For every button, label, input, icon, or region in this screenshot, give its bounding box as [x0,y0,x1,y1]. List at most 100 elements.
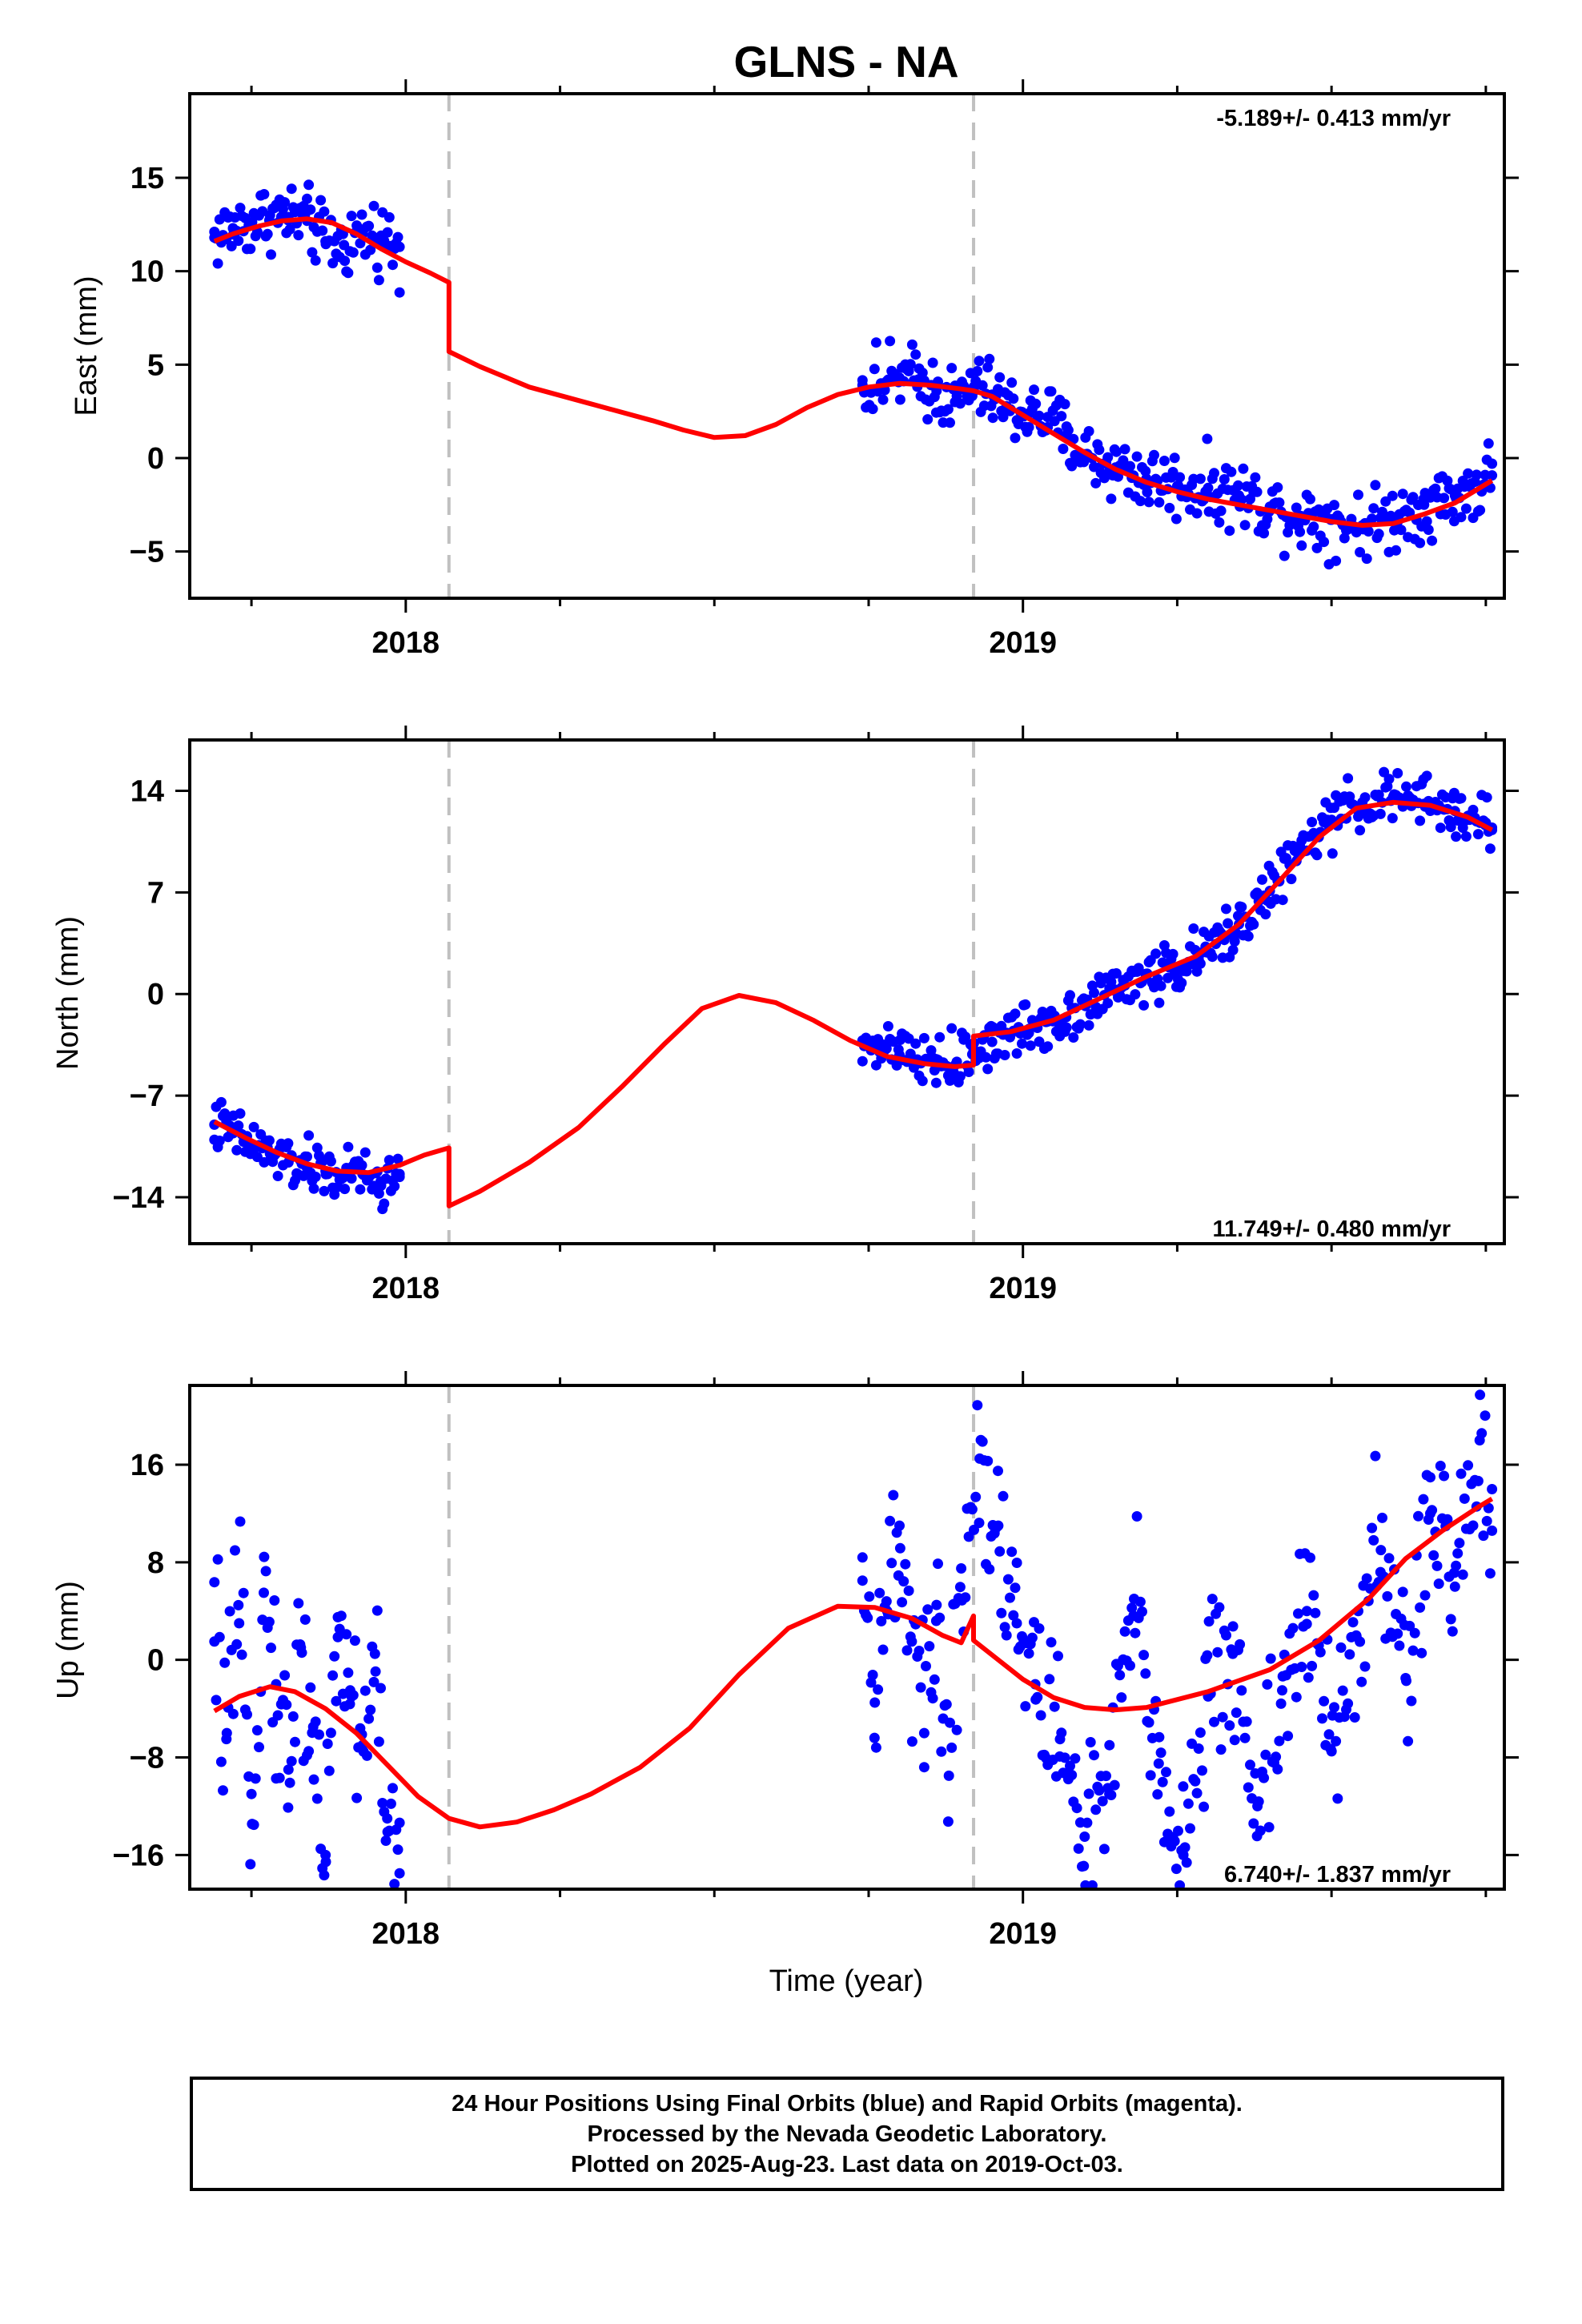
north-data-point [383,1155,395,1166]
north-data-point [379,1198,390,1209]
east-data-point [910,349,921,360]
east-data-point [1373,529,1384,540]
east-data-point [1023,422,1034,432]
up-data-point [913,1646,925,1656]
up-data-point [299,1614,311,1625]
up-data-point [259,1551,270,1562]
north-ytick-label: −7 [130,1080,164,1113]
up-data-point [1329,1702,1339,1713]
rate-label-east: -5.189+/- 0.413 mm/yr [1216,106,1451,131]
east-data-point [373,275,384,286]
up-data-point [394,1868,405,1879]
east-data-point [368,200,379,211]
up-data-point [1367,1522,1378,1534]
up-data-point [319,1870,330,1881]
north-data-point [233,1120,244,1132]
east-data-point [1058,444,1069,454]
east-data-point [1131,451,1142,462]
east-data-point [1008,393,1019,404]
up-data-point [1193,1743,1204,1754]
east-ytick-label: 15 [130,162,164,195]
up-data-point [1487,1525,1498,1536]
east-data-point [894,372,905,384]
up-data-point [1392,1628,1403,1639]
north-data-point [1110,968,1122,979]
up-data-point [934,1612,946,1623]
up-data-point [1044,1674,1055,1685]
up-data-point [1475,1389,1486,1401]
up-data-point [918,1727,930,1739]
up-ytick-label: 16 [130,1449,164,1482]
north-ytick-label: 14 [130,774,164,808]
up-data-point [1214,1602,1225,1613]
east-data-point [1142,487,1153,497]
up-data-point [862,1612,873,1623]
north-data-point [1074,1019,1086,1030]
east-data-point [1106,493,1117,505]
up-data-point [1071,1803,1082,1814]
up-data-point [343,1667,354,1679]
up-data-point [1472,1475,1484,1486]
up-data-point [1265,1653,1276,1664]
north-data-point [1025,1040,1036,1051]
up-data-point [927,1693,938,1704]
up-data-point [993,1520,1004,1531]
east-data-point [1397,489,1408,500]
up-data-point [380,1835,391,1846]
east-data-point [974,356,985,367]
up-data-point [1001,1630,1012,1641]
up-data-point [1428,1550,1439,1561]
up-data-point [392,1844,404,1856]
up-data-point [1178,1781,1189,1792]
up-data-point [1097,1795,1108,1807]
north-data-point [1248,919,1259,930]
up-data-point [903,1585,914,1596]
up-data-point [266,1642,276,1654]
up-data-point [1456,1468,1467,1479]
north-data-point [1037,1007,1048,1017]
east-data-point [1361,553,1372,565]
up-data-point [996,1607,1007,1618]
up-data-point [946,1742,958,1753]
up-data-point [1375,1545,1387,1556]
east-model-curve [213,216,1494,528]
east-data-point [1056,411,1067,422]
east-data-point [1296,540,1307,551]
up-data-point [329,1651,340,1662]
up-data-point [1356,1676,1367,1687]
up-data-point [931,1599,942,1610]
up-data-point [230,1545,240,1556]
up-data-point [236,1649,247,1660]
north-data-point [1227,944,1239,955]
up-data-point [263,1616,275,1627]
up-data-point [1143,1717,1154,1728]
up-data-point [1191,1787,1203,1799]
up-data-point [295,1642,307,1653]
up-data-point [894,1542,905,1554]
up-data-point [1008,1610,1019,1621]
ylabel-east: East (mm) [70,275,103,416]
east-data-point [1475,505,1486,516]
up-data-point [1263,1822,1275,1833]
east-data-point [1010,432,1021,444]
north-data-point [259,1156,270,1168]
east-data-point [1034,410,1045,421]
up-data-point [1463,1460,1474,1471]
north-data-point [373,1188,384,1199]
north-data-point [1343,773,1354,784]
east-data-point [1367,513,1378,525]
east-data-point [950,396,961,408]
east-data-point [392,231,404,243]
up-data-point [1034,1623,1045,1634]
up-data-point [906,1636,917,1647]
up-data-point [1435,1461,1446,1471]
north-data-point [1375,808,1386,819]
up-data-point [1315,1647,1326,1658]
up-data-point [1153,1758,1164,1769]
up-data-point [314,1729,324,1740]
up-data-point [1035,1710,1046,1721]
north-data-point [359,1147,371,1158]
east-xtick-label: 2018 [372,626,440,660]
up-data-point [1343,1698,1354,1709]
east-data-point [284,223,295,235]
